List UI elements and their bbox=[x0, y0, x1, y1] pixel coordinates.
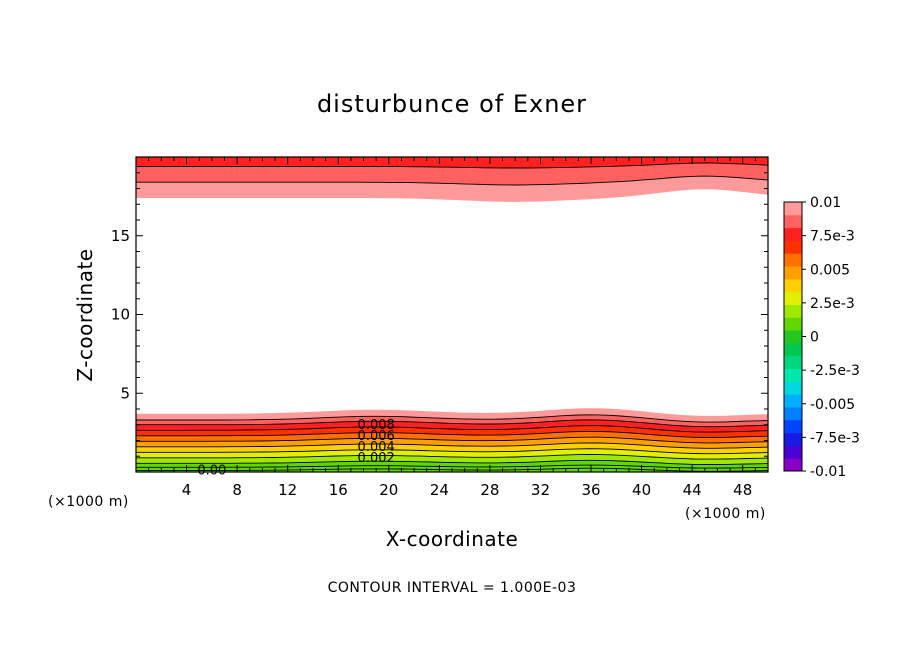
x-tick-label: 4 bbox=[182, 481, 192, 499]
colorbar-swatch bbox=[784, 330, 802, 344]
colorbar-label: -0.005 bbox=[810, 397, 855, 413]
contour-line bbox=[136, 419, 769, 428]
colorbar-swatch bbox=[784, 202, 802, 216]
colorbar-swatch bbox=[784, 317, 802, 331]
colorbar-label: 0 bbox=[810, 330, 819, 346]
x-tick-label: 32 bbox=[531, 481, 550, 499]
colorbar-label: 2.5e-3 bbox=[810, 296, 855, 312]
colorbar-swatch bbox=[784, 419, 802, 434]
contour-line bbox=[136, 430, 769, 438]
x-tick-label: 20 bbox=[379, 481, 398, 499]
colorbar-label: -0.01 bbox=[810, 464, 846, 480]
colorbar: 0.01 7.5e-3 0.005 2.5e-3 0 -2.5e-3 -0.005 -7.5e… bbox=[783, 195, 860, 480]
contour-label: 0.004 bbox=[358, 440, 395, 455]
contour-band bbox=[136, 157, 768, 168]
x-tick-label: 36 bbox=[581, 481, 600, 499]
colorbar-label: 0.01 bbox=[810, 195, 841, 211]
colorbar-swatch bbox=[784, 278, 802, 293]
x-unit-left: (×1000 m) bbox=[48, 494, 129, 510]
x-axis-ticks: 4 8 12 16 20 24 28 32 36 40 44 48 bbox=[135, 157, 769, 499]
contour-line bbox=[136, 442, 769, 449]
contour-interval-note: CONTOUR INTERVAL = 1.000E-03 bbox=[328, 580, 577, 596]
y-tick-label: 10 bbox=[111, 306, 130, 324]
chart-title: disturbunce of Exner bbox=[317, 90, 587, 118]
x-tick-label: 16 bbox=[329, 481, 348, 499]
colorbar-label: 7.5e-3 bbox=[810, 229, 855, 245]
x-tick-label: 44 bbox=[683, 481, 702, 499]
y-tick-label: 15 bbox=[111, 227, 130, 245]
contour-line bbox=[136, 425, 769, 433]
contour-line bbox=[136, 175, 769, 186]
contour-lines bbox=[136, 162, 769, 472]
y-axis-ticks: 5 10 15 bbox=[111, 156, 768, 473]
contour-band bbox=[136, 460, 768, 472]
colorbar-swatch bbox=[784, 394, 802, 408]
colorbar-label: -7.5e-3 bbox=[810, 430, 860, 446]
x-tick-label: 12 bbox=[278, 481, 297, 499]
colorbar-label: 0.005 bbox=[810, 262, 850, 278]
contour-label: 0.002 bbox=[358, 451, 395, 466]
x-tick-label: 40 bbox=[632, 481, 651, 499]
colorbar-swatch bbox=[784, 381, 802, 395]
contour-line bbox=[136, 454, 769, 460]
contour-label: 0.006 bbox=[358, 429, 395, 444]
x-tick-label: 28 bbox=[480, 481, 499, 499]
colorbar-swatch bbox=[784, 227, 802, 241]
x-tick-label: 48 bbox=[733, 481, 752, 499]
contour-line bbox=[136, 459, 769, 465]
contour-label: 0.008 bbox=[358, 418, 395, 433]
colorbar-swatch bbox=[784, 291, 802, 305]
x-tick-label: 8 bbox=[232, 481, 242, 499]
contour-line bbox=[136, 448, 769, 455]
y-axis-label: Z-coordinate bbox=[73, 248, 97, 381]
colorbar-swatch bbox=[784, 406, 802, 421]
colorbar-swatch bbox=[784, 266, 802, 280]
contour-line bbox=[136, 414, 769, 423]
x-tick-label: 24 bbox=[430, 481, 449, 499]
colorbar-swatch bbox=[784, 445, 802, 459]
colorbar-label: -2.5e-3 bbox=[810, 363, 860, 379]
colorbar-swatch bbox=[784, 432, 802, 446]
contour-line bbox=[136, 162, 769, 169]
contour-line bbox=[136, 464, 769, 469]
x-unit-right: (×1000 m) bbox=[685, 506, 766, 522]
colorbar-swatch bbox=[784, 304, 802, 318]
colorbar-swatch bbox=[784, 214, 802, 229]
colorbar-swatch bbox=[784, 240, 802, 254]
y-tick-label: 5 bbox=[120, 384, 130, 402]
colorbar-swatch bbox=[784, 368, 802, 382]
colorbar-swatch bbox=[784, 355, 802, 370]
contour-line bbox=[136, 436, 769, 444]
colorbar-swatch bbox=[784, 342, 802, 357]
colorbar-swatch bbox=[784, 253, 802, 267]
x-axis-label: X-coordinate bbox=[386, 527, 519, 551]
colorbar-swatch bbox=[784, 458, 802, 472]
